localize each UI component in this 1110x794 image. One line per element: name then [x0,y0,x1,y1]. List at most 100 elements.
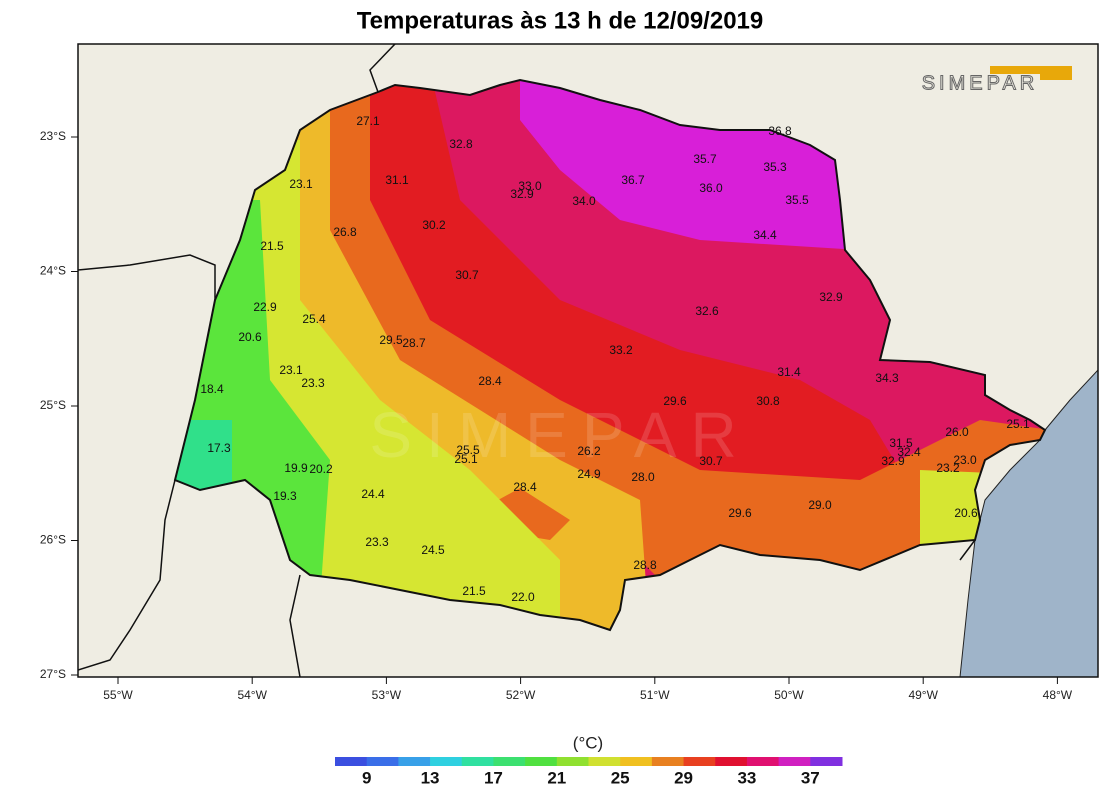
station-value: 20.6 [238,330,262,344]
station-value: 32.4 [897,445,921,459]
station-value: 32.8 [449,137,473,151]
colorbar-segment [556,757,589,766]
station-value: 22.0 [511,590,535,604]
lon-tick-label: 49°W [908,688,938,702]
station-value: 31.4 [777,365,801,379]
colorbar-label: 25 [611,768,630,787]
logo-mark [990,66,1072,80]
colorbar-segment [620,757,653,766]
colorbar-segment [366,757,399,766]
station-value: 23.1 [289,177,313,191]
station-value: 24.5 [421,543,445,557]
station-value: 30.2 [422,218,446,232]
station-value: 32.9 [819,290,843,304]
neighbor-borders [78,44,976,677]
lat-tick-label: 27°S [40,667,66,681]
lon-tick-label: 52°W [506,688,536,702]
map-title: Temperaturas às 13 h de 12/09/2019 [357,7,763,34]
colorbar-segment [493,757,526,766]
colorbar-segment [525,757,558,766]
station-value: 22.9 [253,300,277,314]
colorbar-segment [430,757,463,766]
station-value: 24.9 [577,467,601,481]
colorbar-segment [335,757,368,766]
station-value: 31.5 [889,436,913,450]
colorbar-segment [651,757,685,766]
station-value: 26.2 [577,444,601,458]
station-value: 20.2 [309,462,333,476]
station-value: 28.4 [478,374,502,388]
colorbar-label: 33 [737,768,756,787]
station-value: 25.4 [302,312,326,326]
band-27 [280,80,650,630]
station-value: 30.7 [699,454,723,468]
lon-tick-label: 53°W [372,688,402,702]
colorbar-segment [588,757,621,766]
station-value: 35.5 [785,193,809,207]
lon-tick-label: 50°W [774,688,804,702]
colorbar-label: 17 [484,768,503,787]
station-value: 27.1 [356,114,380,128]
station-value: 21.5 [260,239,284,253]
station-value: 21.5 [462,584,486,598]
station-value: 26.0 [945,425,969,439]
station-value: 32.6 [695,304,719,318]
colorbar-segment [746,757,780,766]
colorbar-label: 9 [362,768,371,787]
station-value: 23.1 [279,363,303,377]
station-value: 25.5 [456,443,480,457]
station-value: 34.3 [875,371,899,385]
colorbar-label: 29 [674,768,693,787]
station-value: 28.4 [513,480,537,494]
map-frame [77,43,1099,678]
lon-tick-label: 55°W [103,688,133,702]
colorbar-segment [398,757,431,766]
station-value: 36.0 [699,181,723,195]
station-value: 35.7 [693,152,717,166]
watermark: SIMEPAR [369,399,750,471]
station-value: 18.4 [200,382,224,396]
station-value: 34.0 [572,194,596,208]
station-value: 30.8 [756,394,780,408]
station-value: 30.7 [455,268,479,282]
station-value: 23.3 [301,376,325,390]
station-value: 32.9 [881,454,905,468]
station-value: 23.3 [365,535,389,549]
station-value: 36.7 [621,173,645,187]
colorbar-label: 21 [547,768,566,787]
station-value: 29.5 [379,333,403,347]
station-value: 25.1 [454,452,478,466]
station-value: 17.3 [207,441,231,455]
station-value: 28.0 [631,470,655,484]
station-value: 20.6 [954,506,978,520]
lat-tick-label: 25°S [40,398,66,412]
station-value: 26.8 [333,225,357,239]
lat-tick-label: 23°S [40,129,66,143]
station-value: 25.1 [1006,417,1030,431]
station-value: 19.3 [273,489,297,503]
colorbar-segment [778,757,811,766]
station-value: 23.2 [936,461,960,475]
lon-tick-label: 48°W [1043,688,1073,702]
station-value: 29.0 [808,498,832,512]
lat-tick-label: 24°S [40,264,66,278]
colorbar-segment [683,757,716,766]
station-value: 34.4 [753,228,777,242]
colorbar-label: 37 [801,768,820,787]
map-layers [78,44,1098,677]
lon-tick-label: 51°W [640,688,670,702]
logo-text: SIMEPAR [922,72,1039,94]
station-value: 23.0 [953,453,977,467]
colorbar-label: 13 [421,768,440,787]
colorbar-unit: (°C) [573,733,603,752]
station-value: 35.3 [763,160,787,174]
band-31 [340,80,900,570]
station-value: 24.4 [361,487,385,501]
station-value: 28.7 [402,336,426,350]
state-border [173,78,1047,632]
station-value: 32.9 [510,187,534,201]
station-value: 28.8 [633,558,657,572]
station-value: 33.0 [518,179,542,193]
station-value: 29.6 [728,506,752,520]
